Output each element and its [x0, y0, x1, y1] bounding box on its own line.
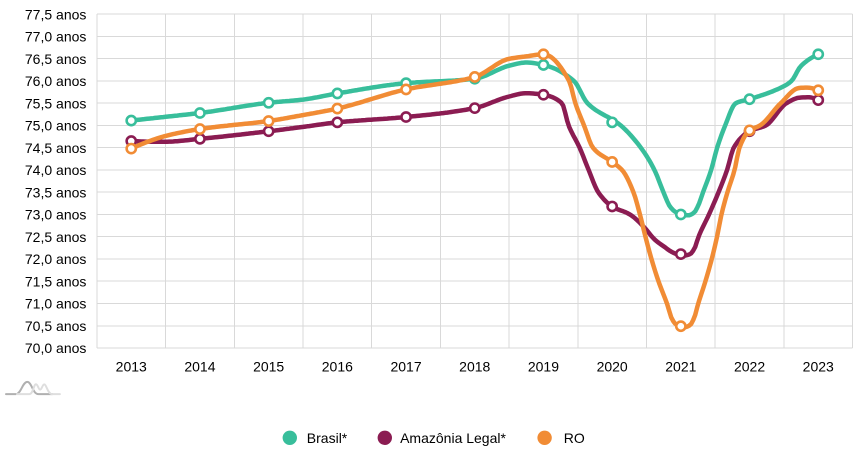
svg-text:70,0 anos: 70,0 anos: [25, 340, 87, 356]
svg-text:2021: 2021: [665, 358, 696, 374]
svg-text:2014: 2014: [184, 358, 215, 374]
svg-text:74,5 anos: 74,5 anos: [25, 140, 87, 156]
svg-text:76,5 anos: 76,5 anos: [25, 51, 87, 67]
svg-text:71,5 anos: 71,5 anos: [25, 273, 87, 289]
svg-text:2016: 2016: [322, 358, 353, 374]
svg-text:74,0 anos: 74,0 anos: [25, 162, 87, 178]
svg-text:2018: 2018: [459, 358, 490, 374]
svg-text:72,0 anos: 72,0 anos: [25, 251, 87, 267]
svg-text:2013: 2013: [116, 358, 147, 374]
svg-text:71,0 anos: 71,0 anos: [25, 296, 87, 312]
svg-text:77,5 anos: 77,5 anos: [25, 6, 87, 22]
svg-text:2015: 2015: [253, 358, 284, 374]
svg-text:2019: 2019: [528, 358, 559, 374]
svg-text:75,0 anos: 75,0 anos: [25, 118, 87, 134]
svg-text:72,5 anos: 72,5 anos: [25, 229, 87, 245]
svg-text:2017: 2017: [390, 358, 421, 374]
svg-text:75,5 anos: 75,5 anos: [25, 95, 87, 111]
svg-text:RO: RO: [564, 430, 585, 446]
svg-text:73,0 anos: 73,0 anos: [25, 207, 87, 223]
svg-text:Amazônia Legal*: Amazônia Legal*: [400, 430, 506, 446]
svg-text:70,5 anos: 70,5 anos: [25, 318, 87, 334]
svg-text:77,0 anos: 77,0 anos: [25, 29, 87, 45]
svg-text:73,5 anos: 73,5 anos: [25, 184, 87, 200]
svg-text:2023: 2023: [803, 358, 834, 374]
svg-text:76,0 anos: 76,0 anos: [25, 73, 87, 89]
svg-text:2022: 2022: [734, 358, 765, 374]
svg-text:2020: 2020: [597, 358, 628, 374]
svg-text:Brasil*: Brasil*: [307, 430, 348, 446]
